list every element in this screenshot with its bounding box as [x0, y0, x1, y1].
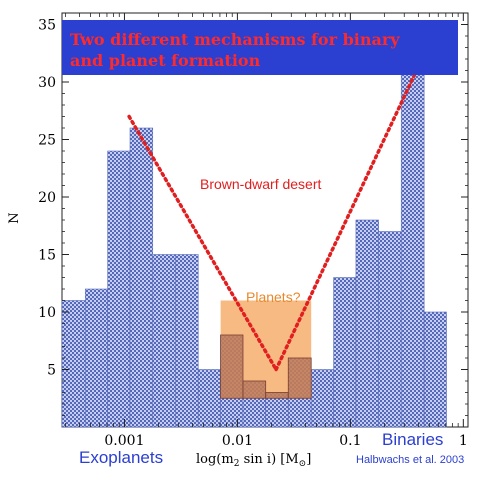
histogram-bar [61, 300, 86, 428]
y-tick-label: 25 [38, 133, 56, 149]
histogram-bar [152, 254, 176, 428]
chart-title-line-1: Two different mechanisms for binary [70, 30, 400, 49]
trend-line [274, 45, 430, 372]
histogram-bar [423, 311, 447, 428]
binaries-label: Binaries [382, 430, 443, 449]
ticks-layer: 5 10 15 20 25 30 35 0.001 0.01 0.1 1 [38, 13, 468, 449]
planets-region-bar [242, 380, 267, 399]
y-tick-label: 30 [38, 75, 56, 91]
x-tick-label: 1 [459, 433, 468, 449]
citation-label: Halbwachs et al. 2003 [356, 454, 464, 466]
histogram-bar [355, 219, 379, 428]
histogram-bar [84, 288, 108, 428]
x-axis-label: log(m2 sin i) [M⊙] [196, 452, 311, 469]
exoplanets-label: Exoplanets [79, 448, 163, 467]
planets-region-bar [287, 357, 312, 399]
x-tick-label: 0.001 [104, 433, 144, 449]
y-tick-label: 35 [38, 18, 56, 34]
x-tick-label: 0.01 [222, 433, 253, 449]
x-tick-label: 0.1 [339, 433, 361, 449]
y-axis-label: N [7, 212, 22, 223]
histogram-bar [310, 369, 334, 428]
title-box [62, 20, 458, 75]
lines-layer [127, 45, 430, 372]
histogram-bar [333, 277, 357, 428]
histogram-bar [197, 369, 221, 428]
planets-label: Planets? [246, 289, 301, 305]
y-tick-label: 10 [38, 305, 56, 321]
y-tick-label: 5 [47, 363, 56, 379]
trend-line [127, 114, 278, 372]
histogram-bar [129, 127, 154, 428]
chart-title-line-2: and planet formation [70, 51, 261, 70]
planets-region-bar [220, 334, 244, 399]
brown-dwarf-desert-label: Brown-dwarf desert [200, 176, 321, 192]
histogram-bar [378, 231, 402, 428]
y-tick-label: 15 [38, 248, 56, 264]
histogram-bar [175, 254, 199, 428]
y-tick-label: 20 [38, 190, 56, 206]
planets-region-bar [265, 392, 289, 399]
histogram-bar [107, 150, 131, 428]
